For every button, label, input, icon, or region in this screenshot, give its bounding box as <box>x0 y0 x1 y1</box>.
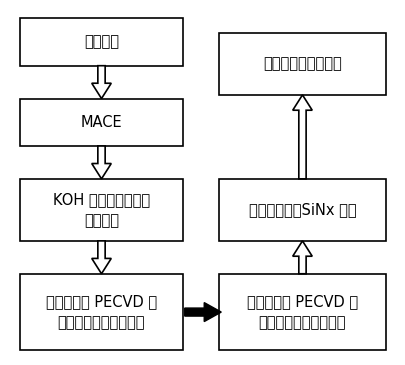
Text: 第二面采用 PECVD 沉
积形成含磷二氧化硅层: 第二面采用 PECVD 沉 积形成含磷二氧化硅层 <box>246 294 357 330</box>
Bar <box>219 33 385 95</box>
Text: MACE: MACE <box>81 115 122 130</box>
Text: KOH 修复绒面，去除
金属离子: KOH 修复绒面，去除 金属离子 <box>53 192 150 228</box>
Bar <box>20 179 182 241</box>
Bar <box>20 274 182 350</box>
Text: 第一面采用 PECVD 沉
积形成含硼二氧化硅层: 第一面采用 PECVD 沉 积形成含硼二氧化硅层 <box>46 294 157 330</box>
Polygon shape <box>184 303 221 322</box>
Text: 双面共扩散、SiNx 沉积: 双面共扩散、SiNx 沉积 <box>248 202 356 218</box>
Bar <box>20 99 182 146</box>
Text: 双面丝网印刷、烧结: 双面丝网印刷、烧结 <box>262 56 341 72</box>
Bar <box>20 18 182 66</box>
Polygon shape <box>92 241 111 274</box>
Text: 双面制绒: 双面制绒 <box>84 34 119 50</box>
Polygon shape <box>292 95 311 179</box>
Polygon shape <box>92 66 111 99</box>
Polygon shape <box>92 146 111 179</box>
Bar <box>219 179 385 241</box>
Bar <box>219 274 385 350</box>
Polygon shape <box>292 241 311 274</box>
